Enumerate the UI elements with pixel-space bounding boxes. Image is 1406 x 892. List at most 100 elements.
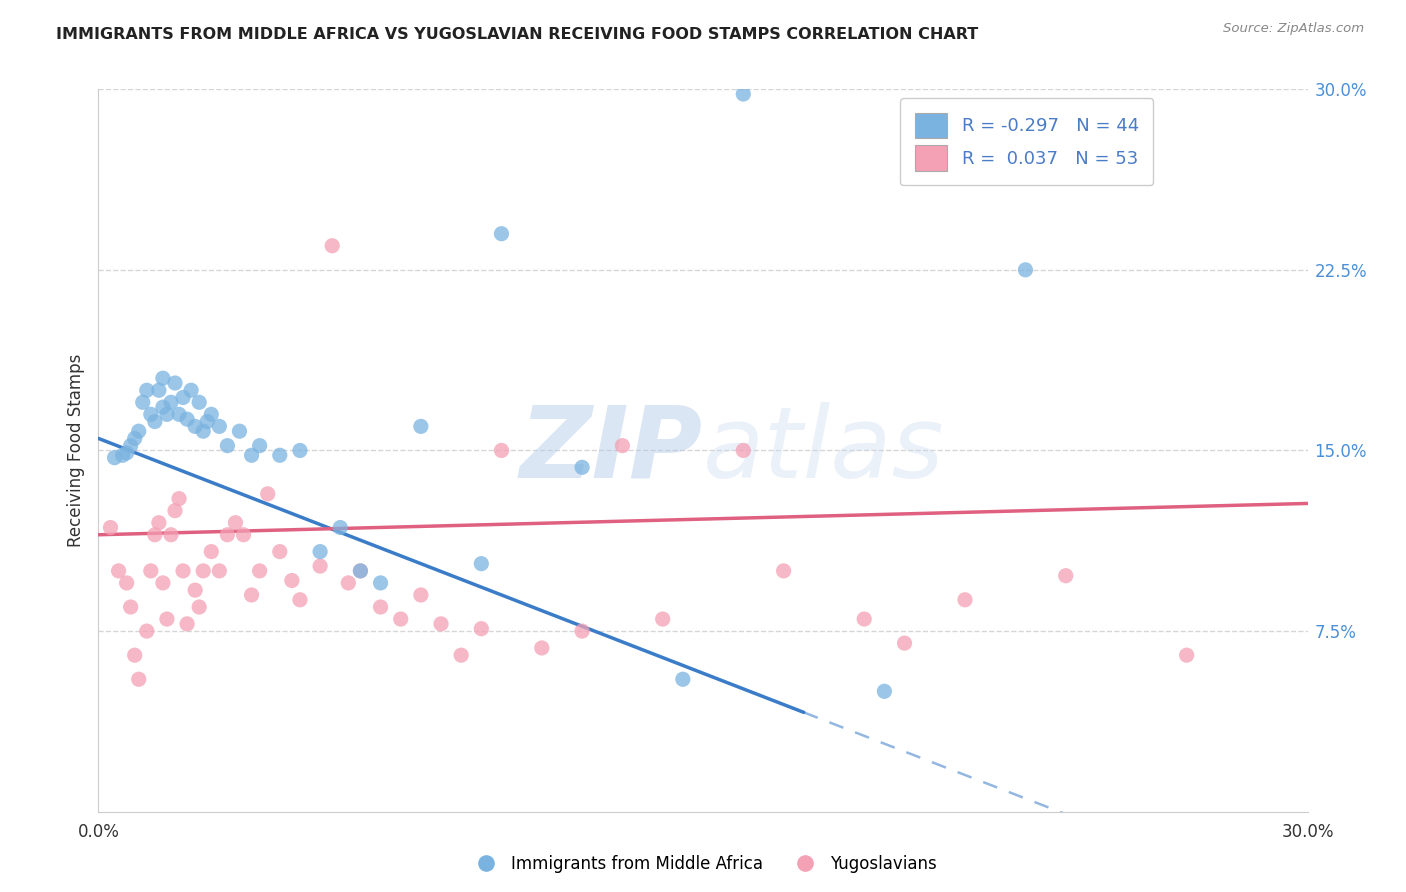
Point <box>139 564 162 578</box>
Point <box>217 439 239 453</box>
Point <box>124 431 146 445</box>
Point <box>135 624 157 639</box>
Point <box>309 544 332 558</box>
Point <box>772 564 794 578</box>
Point <box>100 520 122 534</box>
Point <box>470 622 492 636</box>
Point <box>172 391 194 405</box>
Point <box>176 616 198 631</box>
Point <box>228 424 250 438</box>
Point <box>135 384 157 398</box>
Point <box>188 395 211 409</box>
Legend: R = -0.297   N = 44, R =  0.037   N = 53: R = -0.297 N = 44, R = 0.037 N = 53 <box>900 98 1153 186</box>
Point <box>148 384 170 398</box>
Point <box>571 624 593 639</box>
Point <box>139 407 162 421</box>
Point <box>172 564 194 578</box>
Point <box>115 576 138 591</box>
Point <box>873 684 896 698</box>
Point <box>672 673 695 687</box>
Point <box>103 450 125 465</box>
Point <box>167 407 190 421</box>
Point <box>156 407 179 421</box>
Point <box>329 520 352 534</box>
Point <box>107 564 129 578</box>
Point <box>193 424 215 438</box>
Point <box>128 673 150 687</box>
Point <box>115 446 138 460</box>
Point <box>309 559 332 574</box>
Point <box>208 419 231 434</box>
Point <box>1054 568 1077 582</box>
Point <box>409 588 432 602</box>
Point <box>491 227 513 241</box>
Point <box>143 527 166 541</box>
Point <box>269 544 291 558</box>
Point <box>184 583 207 598</box>
Point <box>163 503 186 517</box>
Point <box>163 376 186 390</box>
Point <box>232 527 254 541</box>
Text: atlas: atlas <box>703 402 945 499</box>
Point <box>128 424 150 438</box>
Point <box>120 439 142 453</box>
Point <box>132 395 155 409</box>
Point <box>152 371 174 385</box>
Point <box>208 564 231 578</box>
Point <box>188 599 211 614</box>
Point <box>281 574 304 588</box>
Point <box>733 443 755 458</box>
Point <box>612 439 634 453</box>
Point <box>651 612 673 626</box>
Point <box>370 599 392 614</box>
Point <box>321 238 343 253</box>
Point <box>853 612 876 626</box>
Point <box>240 588 263 602</box>
Point <box>184 419 207 434</box>
Point <box>470 557 492 571</box>
Point <box>120 599 142 614</box>
Point <box>370 576 392 591</box>
Point <box>124 648 146 662</box>
Y-axis label: Receiving Food Stamps: Receiving Food Stamps <box>66 354 84 547</box>
Point <box>337 576 360 591</box>
Point <box>180 384 202 398</box>
Point <box>176 412 198 426</box>
Point <box>256 487 278 501</box>
Text: ZIP: ZIP <box>520 402 703 499</box>
Point <box>893 636 915 650</box>
Point <box>288 443 311 458</box>
Point <box>430 616 453 631</box>
Legend: Immigrants from Middle Africa, Yugoslavians: Immigrants from Middle Africa, Yugoslavi… <box>463 848 943 880</box>
Point <box>111 448 134 462</box>
Point <box>160 395 183 409</box>
Point <box>167 491 190 506</box>
Point <box>156 612 179 626</box>
Point <box>389 612 412 626</box>
Point <box>160 527 183 541</box>
Point <box>249 439 271 453</box>
Point <box>349 564 371 578</box>
Point <box>152 400 174 414</box>
Point <box>288 592 311 607</box>
Point <box>450 648 472 662</box>
Point <box>571 460 593 475</box>
Text: IMMIGRANTS FROM MIDDLE AFRICA VS YUGOSLAVIAN RECEIVING FOOD STAMPS CORRELATION C: IMMIGRANTS FROM MIDDLE AFRICA VS YUGOSLA… <box>56 27 979 42</box>
Point <box>240 448 263 462</box>
Point <box>224 516 246 530</box>
Point <box>1175 648 1198 662</box>
Point <box>953 592 976 607</box>
Point <box>200 407 222 421</box>
Point <box>491 443 513 458</box>
Point <box>1014 262 1036 277</box>
Point <box>148 516 170 530</box>
Text: Source: ZipAtlas.com: Source: ZipAtlas.com <box>1223 22 1364 36</box>
Point <box>530 640 553 655</box>
Point <box>733 87 755 101</box>
Point <box>269 448 291 462</box>
Point <box>349 564 371 578</box>
Point <box>152 576 174 591</box>
Point <box>193 564 215 578</box>
Point <box>409 419 432 434</box>
Point <box>249 564 271 578</box>
